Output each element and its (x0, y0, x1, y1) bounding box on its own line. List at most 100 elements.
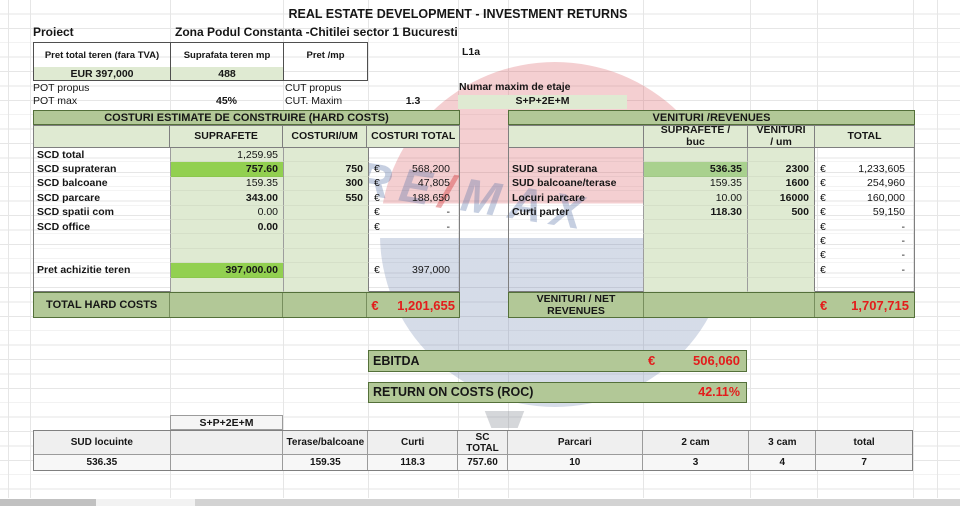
row-label-cell[interactable]: SCD office (34, 219, 171, 235)
breakdown-value-cell[interactable]: 118.3 (368, 455, 459, 470)
breakdown-value-cell[interactable]: 757.60 (458, 455, 508, 470)
row-label-cell[interactable] (509, 219, 644, 235)
row-suprafete-cell[interactable] (171, 234, 284, 249)
row-um-cell[interactable] (284, 148, 369, 163)
row-suprafete-cell[interactable]: 159.35 (644, 176, 748, 192)
land-price-value[interactable]: EUR 397,000 (34, 67, 171, 80)
row-total-cell[interactable] (369, 278, 459, 292)
row-total-cell[interactable]: € - (815, 234, 914, 249)
row-suprafete-cell[interactable]: 536.35 (644, 162, 748, 177)
row-um-cell[interactable] (748, 277, 815, 292)
row-label-cell[interactable] (509, 148, 644, 163)
project-name[interactable]: Zona Podul Constanta -Chitilei sector 1 … (175, 25, 458, 39)
row-label-cell[interactable] (509, 277, 644, 292)
breakdown-value-cell[interactable]: 10 (508, 455, 643, 470)
land-price-mp-value[interactable] (284, 67, 367, 80)
row-total-cell[interactable]: € - (369, 206, 459, 220)
row-label-cell[interactable] (509, 234, 644, 249)
row-um-cell[interactable] (284, 277, 369, 292)
row-total-cell[interactable] (815, 148, 914, 163)
row-um-cell[interactable] (748, 219, 815, 235)
breakdown-header-cell[interactable]: total (816, 431, 912, 455)
breakdown-value-cell[interactable] (171, 455, 284, 470)
row-um-cell[interactable]: 500 (748, 205, 815, 220)
row-label-cell[interactable]: Pret achizitie teren (34, 263, 171, 278)
row-label-cell[interactable]: SCD spatii com (34, 205, 171, 220)
row-um-cell[interactable] (748, 248, 815, 264)
row-label-cell[interactable]: Curti parter (509, 205, 644, 220)
row-label-cell[interactable]: SCD balcoane (34, 176, 171, 192)
row-label-cell[interactable]: SUD supraterana (509, 162, 644, 177)
row-label-cell[interactable]: SUD balcoane/terase (509, 176, 644, 192)
row-suprafete-cell[interactable]: 1,259.95 (171, 148, 284, 163)
breakdown-header-cell[interactable]: 3 cam (749, 431, 817, 455)
row-label-cell[interactable] (34, 234, 171, 249)
row-total-cell[interactable] (369, 249, 459, 264)
cut-maxim-value[interactable]: 1.3 (405, 95, 421, 107)
row-suprafete-cell[interactable] (644, 248, 748, 264)
row-um-cell[interactable]: 1600 (748, 176, 815, 192)
ebitda-value-cell[interactable]: € 506,060 (642, 353, 746, 368)
row-suprafete-cell[interactable]: 397,000.00 (171, 263, 284, 278)
row-um-cell[interactable] (284, 234, 369, 249)
row-total-cell[interactable]: € - (369, 220, 459, 235)
breakdown-value-cell[interactable]: 7 (861, 456, 867, 468)
row-total-cell[interactable]: € - (815, 220, 914, 235)
breakdown-header-cell[interactable] (170, 431, 284, 455)
row-suprafete-cell[interactable] (644, 148, 748, 163)
row-total-cell[interactable] (815, 278, 914, 292)
row-um-cell[interactable] (748, 234, 815, 249)
row-label-cell[interactable] (34, 277, 171, 292)
row-total-cell[interactable]: €160,000 (815, 191, 914, 206)
breakdown-header-cell[interactable]: SC TOTAL (458, 431, 508, 455)
row-um-cell[interactable] (284, 248, 369, 264)
row-suprafete-cell[interactable] (644, 219, 748, 235)
max-floors-value[interactable]: S+P+2E+M (458, 95, 627, 109)
row-total-cell[interactable]: €397,000 (369, 263, 459, 278)
zone-code[interactable]: L1a (462, 46, 481, 58)
total-hard-costs-value-cell[interactable]: € 1,201,655 (367, 293, 459, 317)
row-suprafete-cell[interactable]: 757.60 (171, 162, 284, 177)
row-um-cell[interactable] (748, 148, 815, 163)
row-total-cell[interactable]: €188,650 (369, 191, 459, 206)
row-um-cell[interactable] (748, 263, 815, 278)
row-total-cell[interactable]: €59,150 (815, 206, 914, 220)
pot-max-value[interactable]: 45% (215, 95, 237, 107)
row-total-cell[interactable]: €1,233,605 (815, 162, 914, 177)
row-um-cell[interactable]: 750 (284, 162, 369, 177)
breakdown-header-cell[interactable]: 2 cam (642, 431, 750, 455)
row-label-cell[interactable]: SCD suprateran (34, 162, 171, 177)
net-revenues-value-cell[interactable]: € 1,707,715 (815, 293, 914, 317)
row-um-cell[interactable]: 300 (284, 176, 369, 192)
breakdown-value-cell[interactable]: 3 (643, 455, 750, 470)
row-total-cell[interactable]: €568,200 (369, 162, 459, 177)
row-suprafete-cell[interactable]: 0.00 (171, 205, 284, 220)
floors-note-cell[interactable]: S+P+2E+M (170, 415, 283, 430)
row-suprafete-cell[interactable] (644, 263, 748, 278)
row-um-cell[interactable]: 16000 (748, 191, 815, 206)
row-total-cell[interactable] (369, 234, 459, 249)
row-suprafete-cell[interactable] (644, 234, 748, 249)
row-label-cell[interactable] (509, 248, 644, 264)
row-label-cell[interactable]: Locuri parcare (509, 191, 644, 206)
horizontal-scrollbar-left[interactable] (0, 499, 96, 506)
land-surface-value[interactable]: 488 (171, 67, 284, 80)
row-um-cell[interactable] (284, 263, 369, 278)
row-label-cell[interactable]: SCD total (34, 148, 171, 163)
roc-value-cell[interactable]: 42.11% (642, 385, 746, 399)
row-total-cell[interactable]: € - (815, 263, 914, 278)
row-total-cell[interactable]: €47,805 (369, 177, 459, 192)
row-total-cell[interactable]: €254,960 (815, 177, 914, 192)
breakdown-header-cell[interactable]: Terase/balcoane (283, 431, 369, 455)
row-label-cell[interactable]: SCD parcare (34, 191, 171, 206)
breakdown-header-cell[interactable]: Curti (368, 431, 459, 455)
row-total-cell[interactable] (369, 148, 459, 163)
row-suprafete-cell[interactable]: 10.00 (644, 191, 748, 206)
row-suprafete-cell[interactable]: 159.35 (171, 176, 284, 192)
row-suprafete-cell[interactable]: 118.30 (644, 205, 748, 220)
row-total-cell[interactable]: € - (815, 249, 914, 264)
breakdown-value-cell[interactable]: 4 (749, 455, 817, 470)
row-um-cell[interactable]: 2300 (748, 162, 815, 177)
row-suprafete-cell[interactable]: 343.00 (171, 191, 284, 206)
row-suprafete-cell[interactable] (171, 277, 284, 292)
